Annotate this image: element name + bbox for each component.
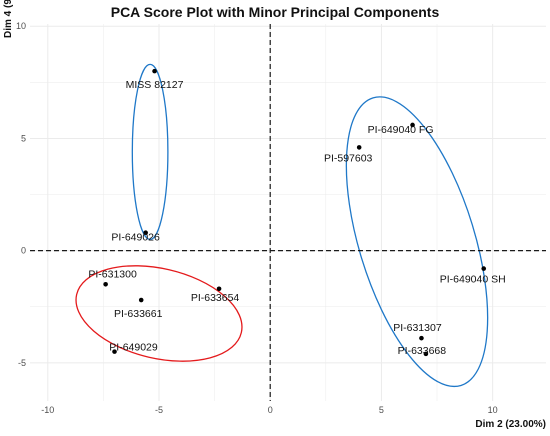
data-point	[216, 286, 222, 292]
data-point	[419, 335, 424, 341]
cluster-ellipse-2	[75, 265, 243, 362]
point-label: PI-633668	[398, 345, 447, 357]
y-tick-label: 5	[21, 133, 26, 143]
data-point	[138, 297, 144, 303]
point-label: PI-649040 SH	[440, 274, 506, 286]
y-axis-title: Dim 4 (9.43%)	[3, 0, 14, 38]
tick-layer: -10 -5 0 5 10 -5 0 5 10	[16, 21, 498, 415]
data-point	[152, 68, 157, 74]
y-tick-label: 10	[16, 21, 26, 31]
ellipse-layer	[75, 63, 489, 388]
chart-title: PCA Score Plot with Minor Principal Comp…	[111, 4, 440, 20]
point-label: PI-597603	[324, 152, 373, 164]
point-label: PI-633661	[114, 308, 163, 320]
point-label: MISS 82127	[126, 79, 184, 91]
data-point	[410, 122, 415, 128]
data-point	[481, 266, 487, 271]
x-tick-label: 0	[268, 405, 273, 415]
x-tick-label: 10	[488, 405, 498, 415]
point-label: PI-649040 FG	[368, 124, 434, 136]
point-label: PI-649029	[109, 342, 158, 354]
data-point	[356, 145, 362, 150]
data-point	[423, 351, 429, 357]
point-label: PI-631300	[88, 268, 137, 280]
cluster-ellipse-1	[131, 63, 169, 241]
cluster-ellipse-3	[345, 96, 489, 388]
x-tick-label: -10	[41, 405, 54, 415]
data-point	[112, 349, 117, 354]
x-axis-title: Dim 2 (23.00%)	[475, 419, 546, 430]
x-tick-label: -5	[155, 405, 163, 415]
point-label: PI-631307	[393, 322, 442, 334]
reference-lines	[30, 24, 546, 401]
point-layer	[103, 68, 487, 357]
point-label-layer: MISS 82127 PI-649026 PI-631300 PI-633661 PI-…	[88, 79, 505, 357]
data-point	[143, 230, 148, 235]
data-point	[103, 282, 108, 287]
x-tick-label: 5	[379, 405, 384, 415]
y-tick-label: 0	[21, 246, 26, 256]
y-tick-label: -5	[18, 358, 26, 368]
point-label: PI-633654	[191, 292, 240, 304]
point-label: PI-649026	[111, 232, 160, 244]
